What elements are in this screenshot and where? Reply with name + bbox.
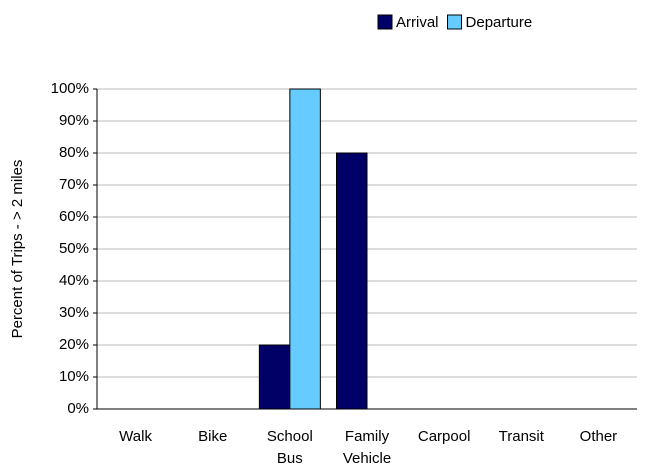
bar (289, 88, 321, 410)
y-tick-label: 20% (59, 336, 89, 353)
x-tick-label: Family Vehicle (343, 428, 391, 467)
bar (336, 152, 368, 410)
x-tick-label: Carpool (418, 428, 471, 445)
y-tick-label: 30% (59, 304, 89, 321)
x-tick-label: Transit (499, 428, 545, 445)
bar (258, 344, 291, 410)
y-tick-label: 100% (51, 80, 89, 97)
y-tick-label: 60% (59, 208, 89, 225)
y-tick-label: 90% (59, 112, 89, 129)
x-tick-label: Walk (119, 428, 152, 445)
legend-swatch (447, 14, 463, 30)
legend-swatch (377, 14, 393, 30)
y-tick-label: 40% (59, 272, 89, 289)
y-axis-label: Percent of Trips - > 2 miles (9, 160, 26, 339)
y-tick-label: 80% (59, 144, 89, 161)
y-tick-label: 10% (59, 368, 89, 385)
legend-label: Arrival (396, 14, 439, 31)
y-tick-label: 70% (59, 176, 89, 193)
x-tick-label: Bike (198, 428, 227, 445)
legend-label: Departure (466, 14, 533, 31)
x-tick-label: Other (580, 428, 618, 445)
x-tick-label: School Bus (267, 428, 313, 467)
y-tick-label: 50% (59, 240, 89, 257)
y-tick-label: 0% (67, 400, 89, 417)
